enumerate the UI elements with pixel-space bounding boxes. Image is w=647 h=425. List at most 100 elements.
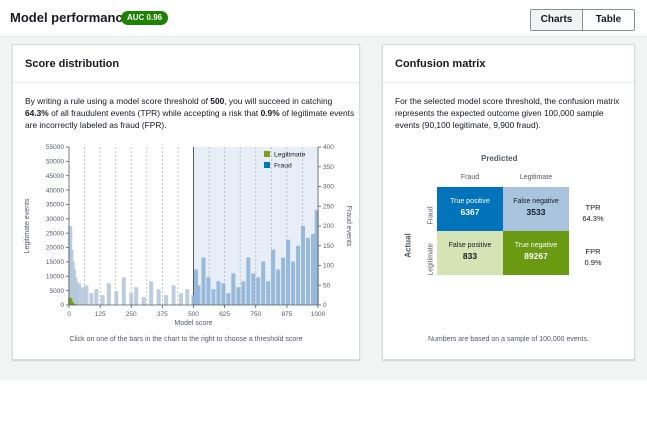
fraud-bar[interactable]: [134, 287, 139, 305]
x-tick-label: 250: [126, 311, 137, 318]
fraud-bar[interactable]: [129, 293, 134, 305]
fraud-bar[interactable]: [236, 287, 241, 305]
fraud-bar[interactable]: [221, 283, 226, 305]
x-tick-label: 125: [95, 311, 106, 318]
fraud-bar[interactable]: [251, 273, 256, 305]
fraud-bar[interactable]: [114, 291, 119, 305]
row-header-legitimate: Legitimate: [427, 243, 435, 276]
desc-part-2: , you will succeed in catching: [224, 96, 333, 106]
cell-true-positive[interactable]: True positive 6367: [437, 187, 503, 231]
legitimate-bar[interactable]: [71, 304, 76, 305]
fraud-bar[interactable]: [211, 289, 216, 305]
tab-charts[interactable]: Charts: [531, 10, 583, 30]
fraud-bar[interactable]: [261, 261, 266, 305]
fraud-bar[interactable]: [226, 293, 231, 305]
fpr-rate: FPR 0.9%: [575, 246, 611, 268]
score-distribution-panel: Score distribution By writing a rule usi…: [12, 44, 360, 360]
cell-value: 6367: [460, 207, 480, 217]
y-right-tick-label: 0: [323, 302, 327, 309]
fraud-bar[interactable]: [185, 289, 190, 305]
x-axis-label: Model score: [174, 320, 212, 327]
y-left-tick-label: 30000: [46, 216, 64, 223]
fraud-bar[interactable]: [311, 233, 316, 305]
confusion-matrix-title: Confusion matrix: [395, 58, 486, 70]
auc-badge: AUC 0.96: [121, 11, 169, 25]
actual-label: Actual: [403, 233, 413, 258]
fraud-bar[interactable]: [276, 269, 281, 305]
fraud-bar[interactable]: [74, 281, 79, 305]
fraud-bar[interactable]: [193, 269, 198, 305]
fraud-bar[interactable]: [141, 297, 146, 305]
col-header-fraud: Fraud: [460, 174, 480, 181]
fraud-bar[interactable]: [76, 283, 81, 305]
y-left-tick-label: 45000: [46, 173, 64, 180]
fraud-bar[interactable]: [206, 277, 211, 305]
fraud-bar[interactable]: [281, 257, 286, 305]
cell-value: 833: [462, 251, 478, 261]
cell-label: False negative: [513, 198, 559, 205]
fraud-bar[interactable]: [291, 261, 296, 305]
cell-value: 3533: [526, 207, 546, 217]
fraud-bar[interactable]: [156, 289, 161, 305]
score-description: By writing a rule using a model score th…: [25, 95, 355, 131]
fraud-bar[interactable]: [266, 281, 271, 305]
cell-true-negative[interactable]: True negative 89267: [503, 231, 569, 275]
y-left-tick-label: 10000: [46, 273, 64, 280]
x-tick-label: 750: [250, 311, 261, 318]
col-header-legitimate: Legitimate: [519, 174, 553, 181]
fraud-bar[interactable]: [301, 226, 306, 305]
x-tick-label: 0: [67, 311, 71, 318]
fraud-bar[interactable]: [216, 281, 221, 305]
fraud-bar[interactable]: [271, 249, 276, 305]
panel-divider: [13, 82, 359, 83]
fraud-bar[interactable]: [149, 281, 154, 305]
fraud-bar[interactable]: [179, 293, 184, 305]
desc-part-3: of all fraudulent events (TPR) while acc…: [48, 108, 261, 118]
tpr-rate: TPR 64.3%: [575, 202, 611, 224]
fraud-bar[interactable]: [191, 295, 196, 305]
fraud-bar[interactable]: [231, 273, 236, 305]
y-left-tick-label: 15000: [46, 259, 64, 266]
cell-label: True negative: [514, 242, 558, 249]
fraud-bar[interactable]: [306, 237, 311, 305]
fraud-bar[interactable]: [164, 295, 169, 305]
threshold-value: 500: [210, 96, 225, 106]
fpr-rate-value: 0.9%: [584, 258, 602, 267]
x-tick-label: 1000: [311, 311, 326, 318]
fraud-bar[interactable]: [80, 287, 85, 305]
y-right-tick-label: 350: [323, 164, 334, 171]
cell-false-positive[interactable]: False positive 833: [437, 231, 503, 275]
score-distribution-chart[interactable]: 0 125 250 375 500 625 750 875 100005000100001500…: [13, 141, 359, 331]
cell-label: False positive: [448, 242, 492, 249]
x-tick-label: 500: [188, 311, 199, 318]
fraud-bar[interactable]: [94, 289, 99, 305]
chart-footnote: Click on one of the bars in the chart to…: [69, 336, 303, 343]
fraud-bar[interactable]: [286, 239, 291, 305]
cell-false-negative[interactable]: False negative 3533: [503, 187, 569, 231]
x-tick-label: 375: [157, 311, 168, 318]
fraud-bar[interactable]: [246, 257, 251, 305]
fraud-bar[interactable]: [241, 281, 246, 305]
fraud-bar[interactable]: [314, 210, 319, 305]
fraud-bar[interactable]: [100, 295, 105, 305]
fraud-bar[interactable]: [171, 285, 176, 305]
tpr-value: 64.3%: [25, 108, 49, 118]
y-axis-label-left: Legitimate events: [24, 198, 31, 253]
fraud-bar[interactable]: [89, 293, 94, 305]
confusion-matrix-panel: Confusion matrix For the selected model …: [382, 44, 635, 360]
fraud-bar[interactable]: [296, 245, 301, 305]
tab-table[interactable]: Table: [595, 14, 622, 25]
page-header: Model performance AUC 0.96 Charts Table: [0, 0, 647, 37]
fraud-bar[interactable]: [256, 277, 261, 305]
y-right-tick-label: 100: [323, 263, 334, 270]
legitimate-bar[interactable]: [68, 297, 73, 305]
fraud-bar[interactable]: [201, 257, 206, 305]
y-left-tick-label: 5000: [50, 288, 65, 295]
fraud-bar[interactable]: [84, 285, 89, 305]
cell-label: True positive: [450, 198, 490, 205]
score-distribution-title: Score distribution: [25, 58, 120, 70]
fraud-bar[interactable]: [106, 283, 111, 305]
fraud-bar[interactable]: [196, 285, 201, 305]
y-left-tick-label: 35000: [46, 202, 64, 209]
fraud-bar[interactable]: [121, 277, 126, 305]
